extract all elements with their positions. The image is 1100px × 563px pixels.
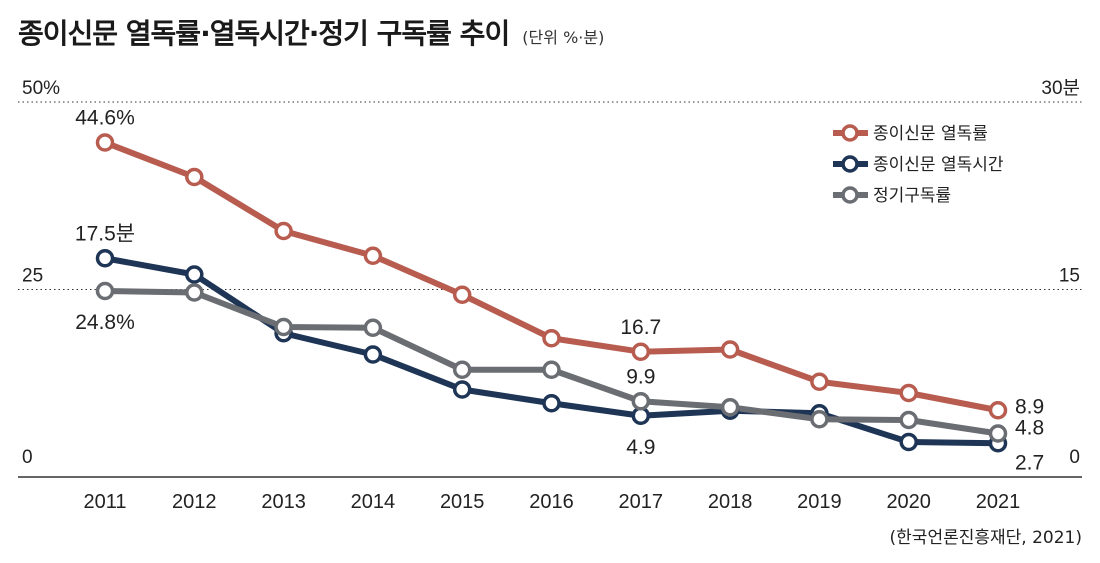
data-point (720, 340, 740, 359)
legend-label: 종이신문 열독시간 (873, 155, 1004, 175)
data-point (899, 383, 918, 403)
x-tick-label: 2018 (708, 491, 753, 513)
chart-title-block: 종이신문 열독률·열독시간·정기 구독률 추이 (단위 %·분) (18, 12, 604, 52)
x-tick-label: 2017 (619, 491, 664, 513)
x-tick-label: 2016 (529, 491, 574, 513)
data-point (363, 318, 383, 337)
data-label: 17.5분 (75, 222, 135, 245)
data-point (542, 360, 561, 379)
x-tick-label: 2011 (83, 491, 126, 513)
x-tick-label: 2020 (886, 491, 931, 513)
data-point (185, 167, 204, 187)
data-point (95, 281, 115, 301)
data-point (810, 372, 829, 391)
right-tick-label: 0 (1069, 447, 1080, 468)
x-tick-label: 2013 (261, 491, 306, 513)
data-point (452, 360, 472, 379)
data-point (988, 401, 1008, 420)
unit-label: (단위 %·분) (522, 28, 605, 47)
data-point (363, 345, 383, 364)
data-point (810, 410, 829, 429)
data-point (720, 398, 740, 417)
data-point (988, 424, 1008, 443)
legend-marker (841, 186, 859, 204)
data-point (274, 317, 293, 337)
legend-marker (841, 155, 859, 173)
data-point (631, 342, 651, 361)
series-points (95, 133, 1008, 453)
chart-title: 종이신문 열독률·열독시간·정기 구독률 추이 (18, 17, 510, 50)
series-line-1 (104, 255, 999, 447)
left-tick-label: 25 (22, 266, 43, 287)
data-label: 9.9 (626, 365, 655, 388)
data-label: 4.9 (626, 436, 655, 459)
data-label: 16.7 (620, 316, 661, 339)
source-note: (한국언론진흥재단, 2021) (890, 528, 1082, 548)
data-point (899, 432, 918, 452)
data-point (363, 246, 383, 265)
legend-marker (841, 124, 859, 142)
data-label: 2.7 (1015, 451, 1044, 474)
data-label: 44.6% (75, 107, 135, 130)
data-point (95, 133, 115, 152)
x-tick-label: 2019 (797, 491, 842, 513)
right-tick-label: 30분 (1041, 78, 1080, 99)
data-point (542, 394, 561, 413)
x-tick-label: 2015 (440, 491, 485, 513)
x-tick-label: 2021 (976, 491, 1021, 513)
data-point (542, 329, 561, 348)
gridlines (18, 101, 1082, 290)
x-tick-label: 2012 (172, 491, 217, 513)
right-tick-label: 15 (1059, 266, 1080, 287)
left-tick-label: 50% (22, 78, 60, 99)
data-label: 8.9 (1015, 395, 1044, 418)
data-labels: 44.6% 16.7 8.9 17.5분 4.9 2.7 24.8% 9.9 4.8 (75, 107, 1044, 475)
data-point (899, 410, 918, 430)
left-tick-label: 0 (22, 447, 33, 468)
data-point (274, 221, 293, 241)
data-point (185, 265, 204, 284)
data-point (631, 392, 651, 411)
legend-label: 종이신문 열독률 (873, 124, 988, 144)
data-point (95, 249, 115, 268)
data-point (452, 380, 472, 399)
axes: 50% 25 0 30분 15 0 2011 2012 2013 2014 2015 2016 2017… (18, 78, 1082, 513)
data-point (185, 283, 204, 302)
data-label: 4.8 (1015, 417, 1044, 440)
data-point (452, 285, 472, 304)
x-tick-label: 2014 (351, 491, 396, 513)
legend-label: 정기구독률 (873, 186, 951, 206)
data-label: 24.8% (75, 311, 135, 334)
